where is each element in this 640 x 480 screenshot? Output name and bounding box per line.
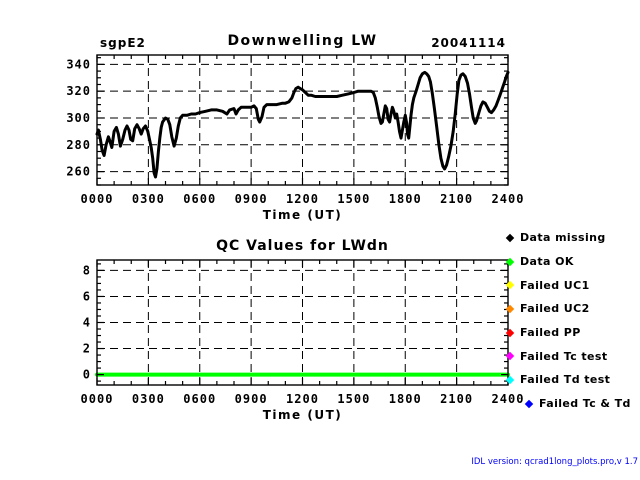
- legend-item: Data missing: [504, 226, 631, 250]
- legend-diamond-icon: [505, 304, 515, 314]
- axis-label: 0000: [81, 392, 114, 406]
- qc-legend: Data missing Data OK Failed UC1 Failed UC2 F…: [504, 226, 631, 416]
- legend-diamond-icon: [505, 375, 515, 385]
- legend-label: Failed Td test: [520, 373, 611, 387]
- legend-diamond-icon: [505, 352, 515, 361]
- legend-label: Data missing: [520, 231, 606, 245]
- axis-label: 300: [66, 111, 91, 125]
- legend-item: Failed Tc & Td: [523, 392, 631, 416]
- chart1-title: Downwelling LW: [227, 33, 378, 49]
- axis-label: 280: [66, 138, 91, 152]
- legend-diamond-icon: [505, 328, 515, 337]
- chart-1: 0000 0300 0600 0900 1200 1500 1800 2100 2400 260 2…: [66, 54, 525, 222]
- plot-frame: [96, 259, 509, 386]
- axis-label: 1500: [337, 392, 370, 406]
- axis-label: 0600: [183, 392, 216, 406]
- axis-label: 2400: [492, 192, 525, 206]
- site-label: sgpE2: [100, 36, 146, 50]
- axis-label: 1500: [337, 192, 370, 206]
- footer-idl-version: IDL version: qcrad1long_plots.pro,v 1.7: [471, 457, 638, 468]
- chart-2: 0000 0300 0600 0900 1200 1500 1800 2100 2400 0 2 4 6…: [81, 259, 525, 422]
- legend-label: Failed UC1: [520, 278, 590, 292]
- axis-label: 320: [66, 84, 91, 98]
- axis-label: 6: [83, 289, 91, 303]
- legend-label: Failed PP: [520, 326, 581, 340]
- axis-label: 0900: [235, 192, 268, 206]
- legend-diamond-icon: [505, 233, 515, 243]
- legend-diamond-icon: [505, 280, 515, 290]
- axis-label: 260: [66, 165, 91, 179]
- axis-label: 2100: [440, 392, 473, 406]
- axis-label: 0300: [132, 192, 165, 206]
- axis-label: 4: [83, 316, 91, 330]
- legend-label: Failed Tc & Td: [539, 397, 631, 411]
- legend-item: Failed Tc test: [504, 344, 631, 368]
- legend-item: Failed UC2: [504, 297, 631, 321]
- axis-label: 1800: [389, 392, 422, 406]
- legend-item: Failed UC1: [504, 273, 631, 297]
- axis-label: Time (UT): [263, 208, 343, 222]
- footer-left: Sun Aug 20 18:13:05 2006 Battelle Pacifi…: [4, 451, 313, 480]
- footer-version-info: IDL version: qcrad1long_plots.pro,v 1.7 …: [471, 441, 638, 480]
- axis-label: 340: [66, 57, 91, 71]
- date-label: 20041114: [431, 36, 506, 50]
- axis-label: 0600: [183, 192, 216, 206]
- plot-frame: [96, 54, 509, 186]
- axis-label: 1800: [389, 192, 422, 206]
- axis-label: 0300: [132, 392, 165, 406]
- axis-label: 2: [83, 342, 91, 356]
- axis-label: 2400: [492, 392, 525, 406]
- legend-item: Data OK: [504, 250, 631, 274]
- series-lwdn: [95, 70, 510, 179]
- legend-item: Failed PP: [504, 321, 631, 345]
- axis-label: 1200: [286, 392, 319, 406]
- legend-item: Failed Td test: [504, 368, 631, 392]
- axis-label: 0000: [81, 192, 114, 206]
- axis-label: Time (UT): [263, 408, 343, 422]
- legend-label: Data OK: [520, 255, 574, 269]
- legend-label: Failed UC2: [520, 302, 590, 316]
- axis-label: 8: [83, 263, 91, 277]
- axis-label: 0900: [235, 392, 268, 406]
- axis-label: 1200: [286, 192, 319, 206]
- chart2-title: QC Values for LWdn: [216, 238, 389, 254]
- legend-diamond-icon: [524, 399, 534, 408]
- legend-diamond-icon: [505, 257, 515, 266]
- legend-label: Failed Tc test: [520, 349, 608, 363]
- axis-label: 2100: [440, 192, 473, 206]
- axis-label: 0: [83, 368, 91, 382]
